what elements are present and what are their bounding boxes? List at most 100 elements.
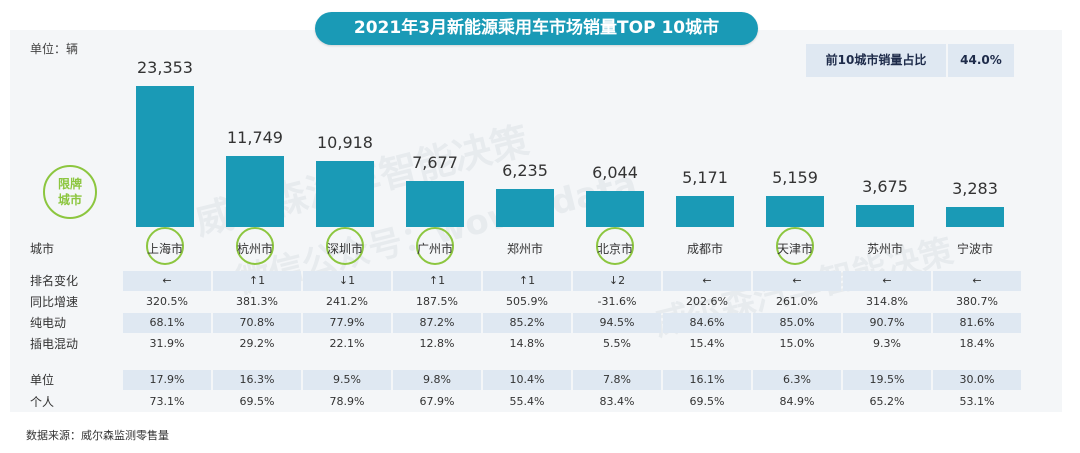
table-cell: 65.2% [869,395,905,408]
restricted-city-badge: 限牌 城市 [43,165,97,219]
table-row-label: 排名变化 [30,274,79,288]
bar-北京市 [586,191,644,227]
table-cell: 84.9% [779,395,815,408]
restricted-city-ring [416,227,454,265]
table-cell: ↑1 [483,271,571,291]
city-tick-label: 广州市 [416,242,453,256]
table-row-label: 单位 [30,373,55,387]
bar-value-label: 5,171 [682,168,728,187]
table-cell: 53.1% [959,395,995,408]
table-row-label: 纯电动 [30,316,67,330]
table-cell: 9.5% [303,370,391,390]
table-cell: 19.5% [843,370,931,390]
bar-杭州市 [226,156,284,227]
table-cell: 187.5% [416,295,458,308]
table-cell: 16.1% [663,370,751,390]
table-cell: 22.1% [329,337,365,350]
bar-value-label: 3,283 [952,179,998,198]
table-cell: 18.4% [959,337,995,350]
bar-value-label: 10,918 [317,133,373,152]
bar-value-label: 7,677 [412,153,458,172]
bar-value-label: 11,749 [227,128,283,147]
restricted-city-ring [776,227,814,265]
table-cell: 15.4% [689,337,725,350]
table-cell: 77.9% [303,313,391,333]
table-cell: 17.9% [123,370,211,390]
table-cell: ← [933,271,1021,291]
city-tick-label: 天津市 [776,242,813,256]
table-cell: 78.9% [329,395,365,408]
bar-value-label: 23,353 [137,58,193,77]
restricted-city-ring [146,227,184,265]
unit-label: 单位：辆 [30,42,79,56]
table-cell: 70.8% [213,313,301,333]
bar-苏州市 [856,205,914,227]
badge-line-1: 限牌 [57,177,82,191]
table-cell: 84.6% [663,313,751,333]
bar-成都市 [676,196,734,227]
table-cell: 85.2% [483,313,571,333]
top10-share-box: 前10城市销量占比 44.0% [806,44,1014,77]
bar-广州市 [406,181,464,227]
table-cell: 90.7% [843,313,931,333]
table-cell: 67.9% [419,395,455,408]
table-cell: 31.9% [149,337,185,350]
city-tick-label: 上海市 [146,242,183,256]
bar-深圳市 [316,161,374,227]
table-cell: 94.5% [573,313,661,333]
table-cell: 320.5% [146,295,188,308]
badge-line-2: 城市 [57,193,82,207]
table-cell: 241.2% [326,295,368,308]
table-cell: 14.8% [509,337,545,350]
table-cell: 73.1% [149,395,185,408]
table-cell: ← [123,271,211,291]
city-tick-label: 深圳市 [326,242,363,256]
share-label: 前10城市销量占比 [806,44,948,77]
city-tick-label: 苏州市 [866,242,903,256]
table-cell: 261.0% [776,295,818,308]
bar-value-label: 5,159 [772,168,818,187]
table-cell: 6.3% [753,370,841,390]
table-cell: 5.5% [603,337,631,350]
table-cell: ↓2 [573,271,661,291]
data-source-footnote: 数据来源：威尔森监测零售量 [26,429,169,442]
table-cell: 380.7% [956,295,998,308]
table-cell: ← [753,271,841,291]
table-row-label: 同比增速 [30,295,79,309]
share-value: 44.0% [960,53,1002,67]
table-cell: 69.5% [689,395,725,408]
table-cell: 69.5% [239,395,275,408]
table-cell: 381.3% [236,295,278,308]
table-cell: 85.0% [753,313,841,333]
table-cell: -31.6% [597,295,637,308]
table-cell: 9.3% [873,337,901,350]
table-cell: ← [663,271,751,291]
table-cell: 9.8% [393,370,481,390]
city-tick-label: 杭州市 [236,242,273,256]
table-cell: 83.4% [599,395,635,408]
table-cell: 87.2% [393,313,481,333]
table-cell: 505.9% [506,295,548,308]
bar-郑州市 [496,189,554,227]
table-row-label: 个人 [30,395,55,409]
table-cell: 16.3% [213,370,301,390]
table-cell: 68.1% [123,313,211,333]
city-tick-label: 北京市 [596,242,633,256]
city-tick-label: 宁波市 [956,242,993,256]
bar-value-label: 6,044 [592,163,638,182]
table-cell: ↑1 [213,271,301,291]
bar-天津市 [766,196,824,227]
restricted-city-ring [236,227,274,265]
city-row-label: 城市 [30,242,55,256]
table-cell: 12.8% [419,337,455,350]
table-row-label: 插电混动 [30,337,79,351]
bar-宁波市 [946,207,1004,227]
table-cell: 81.6% [933,313,1021,333]
table-cell: 7.8% [573,370,661,390]
restricted-city-ring [326,227,364,265]
restricted-city-ring [596,227,634,265]
table-cell: 55.4% [509,395,545,408]
bar-上海市 [136,86,194,227]
table-cell: ← [843,271,931,291]
city-tick-label: 郑州市 [506,242,543,256]
